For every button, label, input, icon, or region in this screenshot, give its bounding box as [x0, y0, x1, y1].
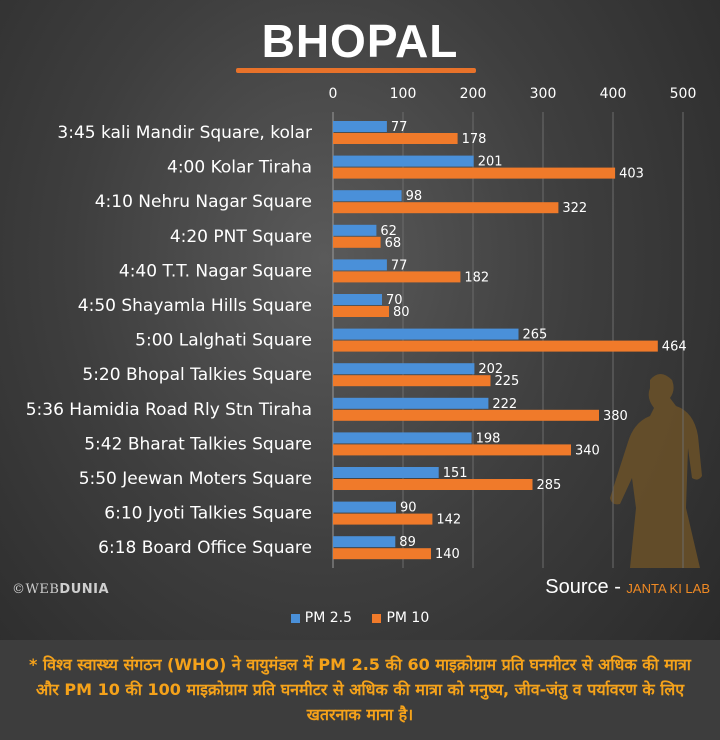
legend-item-pm10: PM 10: [372, 610, 429, 626]
x-tick-label: 0: [329, 86, 338, 102]
data-label-pm10: 285: [537, 478, 562, 493]
data-label-pm10: 225: [495, 374, 520, 389]
bar-pm25: [333, 432, 472, 444]
category-label: 5:20 Bhopal Talkies Square: [82, 365, 312, 385]
data-label-pm25: 90: [400, 501, 417, 516]
legend-swatch-pm10: [372, 613, 382, 623]
bar-pm25: [333, 536, 396, 548]
category-label: 6:10 Jyoti Talkies Square: [104, 504, 312, 524]
category-label: 4:50 Shayamla Hills Square: [78, 296, 312, 316]
bar-pm10: [333, 306, 389, 317]
bar-pm25: [333, 328, 519, 340]
title-underline: [236, 68, 476, 73]
bar-pm10: [333, 133, 458, 144]
data-label-pm25: 151: [443, 466, 468, 481]
bar-pm25: [333, 363, 475, 375]
x-tick-label: 200: [460, 86, 487, 102]
x-tick-label: 400: [600, 86, 627, 102]
bar-pm25: [333, 190, 402, 202]
data-label-pm10: 142: [436, 513, 461, 528]
logo-bold: DUNIA: [59, 582, 110, 597]
data-label-pm10: 340: [575, 443, 600, 458]
statue-silhouette: [610, 374, 702, 568]
chart-legend: PM 2.5 PM 10: [0, 610, 720, 626]
page-title: BHOPAL: [261, 15, 459, 67]
category-label: 6:18 Board Office Square: [98, 538, 312, 558]
source-org: JANTA KI LAB: [626, 581, 710, 596]
legend-swatch-pm25: [290, 613, 300, 623]
bar-pm25: [333, 501, 396, 513]
bar-pm10: [333, 479, 533, 490]
legend-item-pm25: PM 2.5: [290, 610, 352, 626]
data-label-pm25: 222: [492, 397, 517, 412]
category-label: 4:00 Kolar Tiraha: [167, 158, 312, 178]
data-label-pm10: 380: [603, 409, 628, 424]
bar-pm10: [333, 202, 559, 214]
legend-label-pm10: PM 10: [386, 610, 430, 626]
source-credit: Source - JANTA KI LAB: [545, 576, 710, 599]
category-label: 4:40 T.T. Nagar Square: [119, 261, 312, 281]
bar-pm10: [333, 409, 599, 421]
bar-pm25: [333, 259, 387, 271]
data-label-pm25: 89: [399, 535, 416, 550]
bar-pm25: [333, 467, 439, 478]
category-label: 4:20 PNT Square: [170, 227, 312, 247]
data-label-pm25: 201: [478, 155, 503, 170]
bar-chart: 0 100 200 300 400 500 3:45 kali Mandir Square…: [26, 86, 697, 568]
data-label-pm25: 198: [476, 431, 501, 446]
category-label: 4:10 Nehru Nagar Square: [95, 192, 312, 212]
data-label-pm10: 464: [662, 340, 687, 355]
bar-pm25: [333, 294, 382, 305]
bar-pm10: [333, 375, 491, 387]
data-label-pm10: 322: [562, 201, 587, 216]
category-label: 5:42 Bharat Talkies Square: [84, 434, 312, 454]
data-label-pm10: 80: [393, 305, 410, 320]
who-footnote: * विश्व स्वास्थ्य संगठन (WHO) ने वायुमंड…: [29, 655, 691, 724]
data-label-pm25: 70: [386, 293, 403, 308]
bar-pm25: [333, 121, 387, 132]
data-label-pm25: 265: [523, 328, 548, 343]
data-label-pm25: 77: [391, 120, 408, 135]
data-label-pm10: 178: [462, 132, 487, 147]
bar-pm10: [333, 236, 381, 248]
bar-pm10: [333, 271, 461, 283]
data-label-pm10: 182: [464, 270, 489, 285]
data-label-pm25: 202: [478, 362, 503, 377]
x-tick-label: 500: [670, 86, 697, 102]
bar-pm10: [333, 548, 431, 560]
category-label: 3:45 kali Mandir Square, kolar: [57, 123, 312, 143]
data-label-pm10: 68: [385, 236, 402, 251]
data-label-pm25: 77: [391, 258, 408, 273]
category-label: 5:36 Hamidia Road Rly Stn Tiraha: [26, 400, 312, 420]
bar-pm10: [333, 513, 433, 525]
bar-pm25: [333, 155, 474, 167]
category-label: 5:50 Jeewan Moters Square: [79, 469, 312, 489]
x-tick-label: 100: [390, 86, 417, 102]
legend-label-pm25: PM 2.5: [304, 610, 352, 626]
webdunia-logo: ©WEBDUNIA: [12, 582, 109, 597]
bar-pm10: [333, 444, 571, 456]
x-tick-label: 300: [530, 86, 557, 102]
data-label-pm25: 98: [406, 189, 423, 204]
logo-prefix: ©WEB: [12, 582, 60, 597]
bar-pm25: [333, 397, 489, 409]
footnote-band: [0, 640, 720, 740]
data-label-pm10: 403: [619, 167, 644, 182]
data-label-pm25: 62: [380, 224, 397, 239]
source-label: Source -: [545, 576, 627, 598]
bar-pm10: [333, 167, 616, 179]
bar-pm10: [333, 340, 658, 352]
category-label: 5:00 Lalghati Square: [135, 331, 312, 351]
data-label-pm10: 140: [435, 547, 460, 562]
bar-pm25: [333, 224, 377, 236]
